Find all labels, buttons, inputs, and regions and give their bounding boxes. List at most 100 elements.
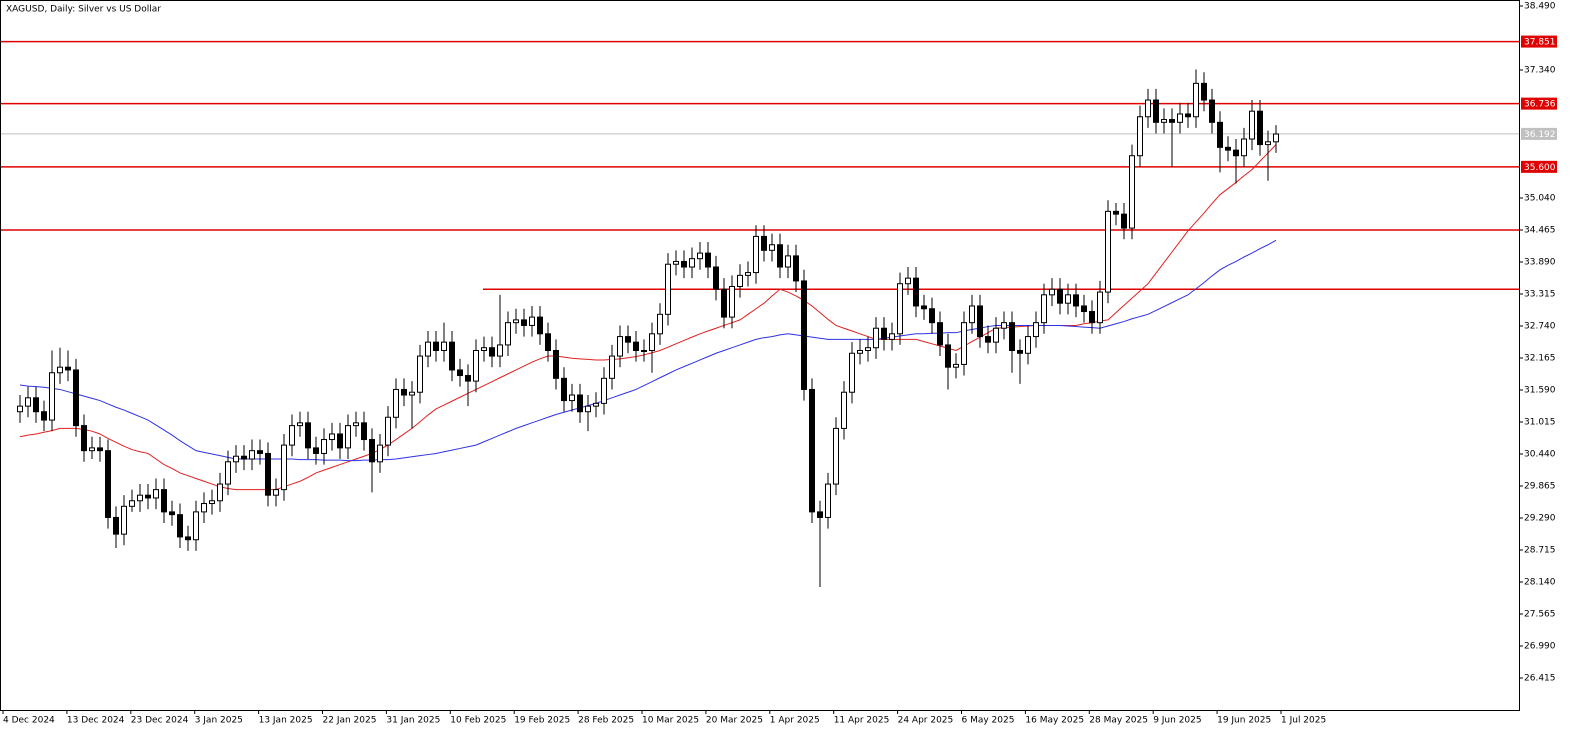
candle-body (161, 489, 167, 513)
candle-body (1081, 305, 1087, 313)
candle-body (849, 352, 855, 393)
candle-body (1241, 138, 1247, 157)
moving-average (19, 239, 1277, 462)
candle-body (17, 405, 23, 413)
y-tick-label: 28.140 (1524, 578, 1556, 588)
candle-body (217, 483, 223, 502)
x-tick-label: 19 Jun 2025 (1217, 716, 1271, 726)
candle-body (1233, 149, 1239, 157)
candle-body (945, 344, 951, 368)
price-label: 35.600 (1524, 163, 1556, 173)
candle-body (265, 452, 271, 496)
candle-body (657, 313, 663, 335)
candle-body (1025, 336, 1031, 354)
candle-body (1017, 349, 1023, 354)
candle-body (825, 483, 831, 518)
candle-body (337, 433, 343, 449)
candle-body (441, 341, 447, 351)
candle-body (361, 422, 367, 441)
candle-body (1225, 146, 1231, 151)
candle-body (881, 327, 887, 340)
candle-body (1217, 121, 1223, 148)
candle-body (497, 344, 503, 357)
x-tick-label: 16 May 2025 (1025, 716, 1084, 726)
candle-body (25, 397, 31, 407)
candle-body (697, 252, 703, 260)
x-tick-label: 4 Dec 2024 (3, 716, 55, 726)
price-label: 36.736 (1524, 100, 1556, 110)
candle-body (433, 341, 439, 351)
plot-frame (0, 0, 1520, 711)
y-tick-label: 26.415 (1524, 674, 1556, 684)
candle-body (905, 277, 911, 285)
candle-body (473, 349, 479, 382)
candle-body (1169, 119, 1175, 123)
y-tick-label: 34.465 (1524, 226, 1556, 236)
candle-body (801, 280, 807, 390)
candle-body (1089, 311, 1095, 324)
candle-body (1177, 113, 1183, 123)
candle-body (761, 235, 767, 251)
candle-body (121, 505, 127, 535)
candle-body (425, 341, 431, 357)
candle-body (81, 425, 87, 452)
x-tick-label: 31 Jan 2025 (386, 716, 440, 726)
candle-body (417, 355, 423, 393)
candle-body (289, 425, 295, 446)
candle-body (585, 405, 591, 413)
candle-body (369, 439, 375, 463)
x-tick-label: 1 Apr 2025 (770, 716, 820, 726)
candle-body (65, 366, 71, 371)
x-tick-label: 9 Jun 2025 (1153, 716, 1201, 726)
candle-body (1105, 210, 1111, 293)
candle-body (857, 349, 863, 354)
candle-body (1129, 155, 1135, 229)
y-tick-label: 30.440 (1524, 450, 1556, 460)
candle-body (297, 422, 303, 427)
candle-body (793, 255, 799, 282)
x-tick-label: 10 Mar 2025 (642, 716, 699, 726)
candle-body (633, 341, 639, 351)
candle-body (721, 288, 727, 318)
candle-body (1185, 113, 1191, 118)
candle-body (513, 319, 519, 324)
candle-body (913, 277, 919, 307)
candle-body (225, 461, 231, 485)
candle-body (249, 450, 255, 460)
candle-body (89, 447, 95, 452)
candle-body (729, 285, 735, 318)
candle-body (1041, 294, 1047, 324)
price-label-box (1521, 35, 1557, 48)
candle-body (1113, 210, 1119, 215)
candle-body (977, 305, 983, 338)
candle-body (969, 305, 975, 324)
candle-body (193, 511, 199, 541)
candle-body (33, 397, 39, 413)
candle-body (1249, 110, 1255, 140)
candle-body (1033, 322, 1039, 338)
candle-body (393, 388, 399, 418)
candle-body (953, 363, 959, 368)
candle-body (993, 327, 999, 343)
candle-body (73, 369, 79, 427)
candle-body (833, 427, 839, 485)
y-tick-label: 33.890 (1524, 258, 1556, 268)
x-tick-label: 13 Jan 2025 (259, 716, 313, 726)
candle-body (841, 391, 847, 429)
candle-body (305, 422, 311, 449)
candle-body (937, 322, 943, 346)
candle-body (1201, 82, 1207, 101)
candle-body (737, 274, 743, 287)
chart-title: XAGUSD, Daily: Silver vs US Dollar (6, 5, 161, 15)
candle-body (1145, 99, 1151, 118)
candle-body (49, 372, 55, 421)
candle-body (1265, 141, 1271, 146)
candle-body (1121, 213, 1127, 229)
candle-body (1049, 288, 1055, 296)
candle-body (1273, 133, 1279, 143)
candle-body (489, 347, 495, 357)
candle-body (785, 255, 791, 268)
candle-body (1073, 294, 1079, 307)
candle-body (457, 369, 463, 377)
candle-body (713, 266, 719, 290)
